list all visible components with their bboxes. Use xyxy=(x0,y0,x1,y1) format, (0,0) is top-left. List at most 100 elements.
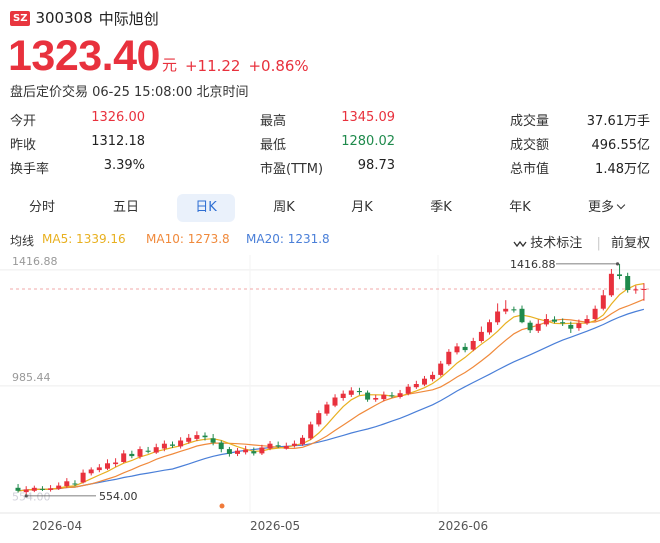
tools-divider: | xyxy=(596,236,601,251)
ma5-value: MA5: 1339.16 xyxy=(42,232,126,246)
high-annotation: 1416.88 xyxy=(510,258,556,271)
stat-label: 今开 xyxy=(10,114,37,129)
stat-cell: 昨收 1312.18 xyxy=(10,134,145,153)
candle-body xyxy=(235,450,240,454)
candle-body xyxy=(275,445,281,447)
tab-label: 周K xyxy=(273,200,295,215)
candle-body xyxy=(153,447,159,453)
tab-label: 更多 xyxy=(587,200,614,215)
stock-header: SZ 300308 中际旭创 xyxy=(10,8,159,28)
tab-7[interactable]: 更多 xyxy=(581,194,631,222)
stat-cell: 成交量 37.61万手 xyxy=(510,110,650,129)
candle-body xyxy=(56,485,62,489)
ma10-value: MA10: 1273.8 xyxy=(146,232,230,246)
candle-body xyxy=(226,449,232,454)
tab-4[interactable]: 月K xyxy=(337,194,387,222)
tab-label: 分时 xyxy=(28,200,55,215)
candle-body xyxy=(113,462,119,465)
candle-body xyxy=(576,323,582,329)
tab-0[interactable]: 分时 xyxy=(17,194,67,222)
candle-body xyxy=(373,398,379,400)
candle-body xyxy=(600,295,606,309)
candle-body xyxy=(340,393,346,398)
candle-body xyxy=(552,319,557,322)
candle-body xyxy=(105,463,110,469)
kline-chart[interactable]: 1416.88 985.44 554.00 1416.88 554.00 2026-04 2… xyxy=(0,255,660,543)
candle-body xyxy=(259,447,265,454)
stat-label: 昨收 xyxy=(10,138,37,153)
ma20-value: MA20: 1231.8 xyxy=(246,232,330,246)
ma10-line xyxy=(18,298,645,492)
candle-body xyxy=(617,274,622,276)
stat-label: 市盈(TTM) xyxy=(260,162,324,177)
candle-body xyxy=(251,451,257,454)
candle-body xyxy=(15,487,21,491)
candle-body xyxy=(23,489,29,493)
ma5-line xyxy=(18,283,644,492)
annotation-tool-label: 技术标注 xyxy=(530,236,583,251)
stat-cell: 换手率 3.39% xyxy=(10,158,145,177)
candle-body xyxy=(381,394,387,400)
candle-body xyxy=(161,443,167,449)
price-change: +11.22 xyxy=(184,57,241,75)
stat-value: 3.39% xyxy=(103,158,145,173)
stat-label: 换手率 xyxy=(10,162,50,177)
stat-cell: 今开 1326.00 xyxy=(10,110,145,129)
candle-body xyxy=(39,488,45,490)
adjust-button[interactable]: 前复权 xyxy=(610,236,650,251)
stats-row: 昨收 1312.18 最低 1280.02 成交额 496.55亿 xyxy=(10,130,650,154)
candle-body xyxy=(267,443,273,449)
stat-value: 1.48万亿 xyxy=(595,162,650,177)
candle-body xyxy=(413,384,419,388)
chart-tools: 技术标注 | 前复权 xyxy=(513,232,650,251)
candle-body xyxy=(308,424,314,439)
candle-body xyxy=(348,390,354,395)
stock-code: 300308 xyxy=(35,9,93,27)
ma20-line xyxy=(18,308,645,492)
candle-body xyxy=(633,289,639,291)
stat-cell: 最高 1345.09 xyxy=(260,110,395,129)
candle-body xyxy=(137,449,143,457)
stat-cell: 市盈(TTM) 98.73 xyxy=(260,158,395,177)
tab-label: 年K xyxy=(509,200,531,215)
stat-cell: 成交额 496.55亿 xyxy=(510,134,650,153)
stat-label: 总市值 xyxy=(510,162,550,177)
high-marker-dot xyxy=(615,262,620,266)
candle-body xyxy=(535,323,541,331)
low-marker-dot xyxy=(24,494,28,498)
x-axis-label: 2026-05 xyxy=(250,519,300,533)
candle-body xyxy=(316,413,322,425)
tab-6[interactable]: 年K xyxy=(495,194,545,222)
candle-body xyxy=(503,308,509,312)
candle-body xyxy=(495,311,501,323)
stat-value: 98.73 xyxy=(357,158,395,173)
candle-body xyxy=(48,488,54,490)
candle-body xyxy=(397,393,403,397)
stats-row: 今开 1326.00 最高 1345.09 成交量 37.61万手 xyxy=(10,106,650,130)
stat-value: 1312.18 xyxy=(91,134,145,149)
chevron-down-icon xyxy=(616,200,626,210)
x-axis-label: 2026-06 xyxy=(438,519,488,533)
tab-3[interactable]: 周K xyxy=(259,194,309,222)
price-change-percent: +0.86% xyxy=(248,57,309,75)
candle-body xyxy=(88,469,94,474)
candle-body xyxy=(511,309,517,311)
x-axis-label: 2026-04 xyxy=(32,519,82,533)
candle-body xyxy=(243,449,249,453)
stat-cell: 总市值 1.48万亿 xyxy=(510,158,650,177)
stat-label: 最低 xyxy=(260,138,287,153)
trading-time: 盘后定价交易 06-25 15:08:00 北京时间 xyxy=(10,85,249,100)
candle-body xyxy=(584,319,590,324)
candle-body xyxy=(283,445,289,449)
candle-body xyxy=(300,437,305,445)
annotation-tool-button[interactable]: 技术标注 xyxy=(513,236,586,251)
tab-1[interactable]: 五日 xyxy=(101,194,151,222)
event-marker-dot xyxy=(219,503,225,509)
candle-body xyxy=(462,346,468,351)
stat-label: 成交额 xyxy=(510,138,550,153)
price-row: 1323.40 元 +11.22 +0.86% xyxy=(8,32,309,78)
candle-body xyxy=(641,289,647,290)
candle-body xyxy=(194,435,200,439)
tab-2[interactable]: 日K xyxy=(177,194,235,222)
tab-5[interactable]: 季K xyxy=(416,194,466,222)
